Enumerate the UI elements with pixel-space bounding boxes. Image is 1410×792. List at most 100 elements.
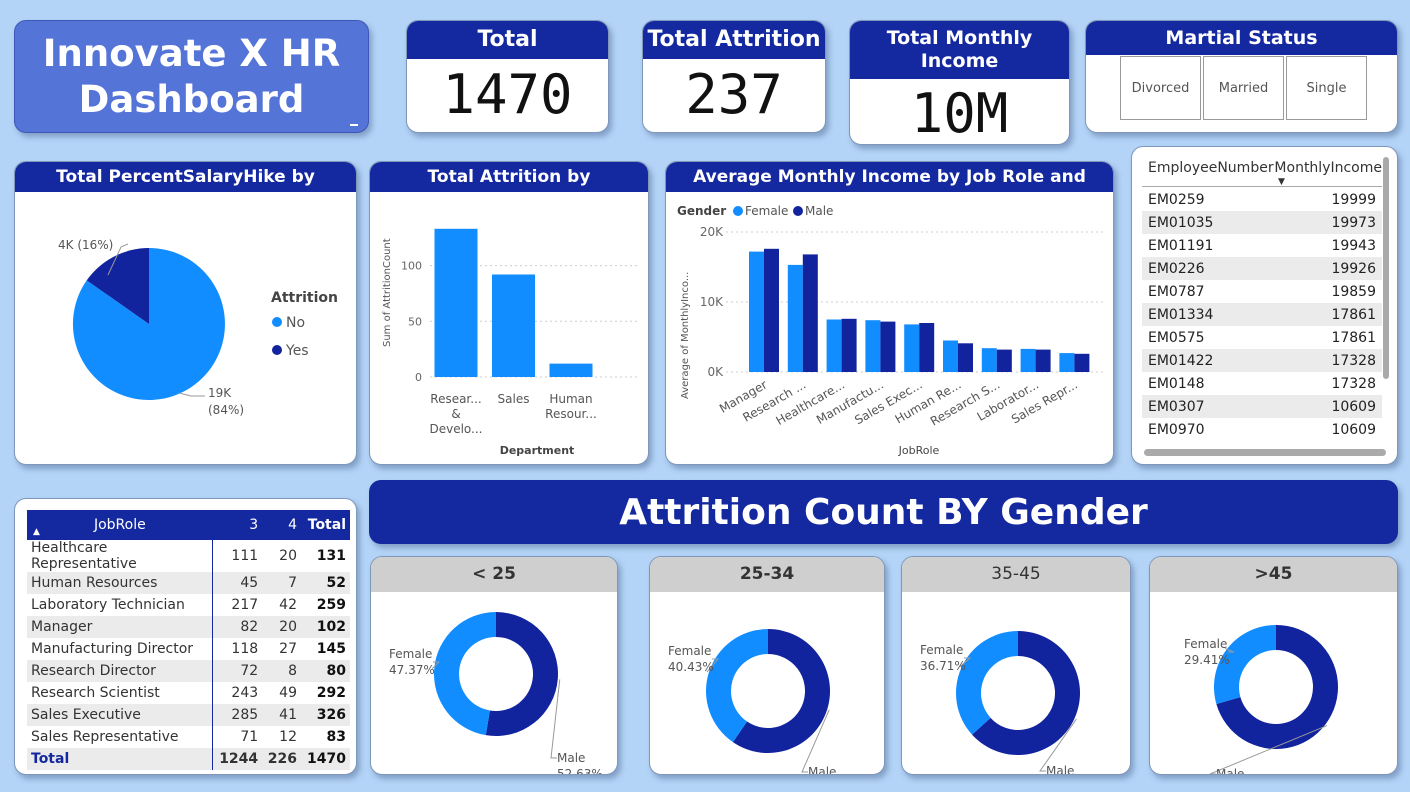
employee-number-header[interactable]: EmployeeNumber bbox=[1148, 160, 1274, 176]
table-row[interactable]: EM0259 19999 bbox=[1142, 188, 1382, 211]
employee-income-table-card: EmployeeNumber ▼ MonthlyIncome EM0259 199… bbox=[1131, 146, 1398, 465]
dept-bar[interactable] bbox=[434, 228, 478, 377]
table-row[interactable]: Manufacturing Director 118 27 145 bbox=[27, 638, 350, 660]
table-row[interactable]: Healthcare Representative 111 20 131 bbox=[27, 540, 350, 572]
income-bar-male[interactable] bbox=[880, 321, 896, 372]
table-row[interactable]: EM01035 19973 bbox=[1142, 211, 1382, 234]
income-bar-female[interactable] bbox=[865, 320, 881, 372]
donut-slice-female[interactable] bbox=[706, 629, 768, 743]
donut-slice-female[interactable] bbox=[956, 631, 1018, 735]
monthly-income-header[interactable]: MonthlyIncome bbox=[1274, 160, 1382, 176]
income-bar-male[interactable] bbox=[958, 343, 973, 372]
table-row[interactable]: Laboratory Technician 217 42 259 bbox=[27, 594, 350, 616]
count-cell: 118 bbox=[231, 641, 259, 657]
income-bar-male[interactable] bbox=[764, 248, 779, 372]
horizontal-scrollbar[interactable] bbox=[1144, 449, 1386, 456]
income-bar-female[interactable] bbox=[904, 324, 920, 372]
income-bar-female[interactable] bbox=[787, 264, 803, 372]
table-row[interactable]: Manager 82 20 102 bbox=[27, 616, 350, 638]
table-row[interactable]: EM0226 19926 bbox=[1142, 257, 1382, 280]
income-legend-male[interactable]: Male bbox=[805, 204, 833, 218]
monthly-income-cell: 19926 bbox=[1280, 257, 1382, 280]
dashboard-title-line1: Innovate X HR bbox=[42, 32, 341, 75]
donut-slice-female[interactable] bbox=[434, 612, 496, 736]
income-bar-male[interactable] bbox=[1074, 353, 1090, 372]
table-row[interactable]: EM01191 19943 bbox=[1142, 234, 1382, 257]
slicer-option-divorced[interactable]: Divorced bbox=[1120, 56, 1201, 120]
income-bar-male[interactable] bbox=[996, 349, 1012, 372]
table-row[interactable]: EM0575 17861 bbox=[1142, 326, 1382, 349]
income-bar-male[interactable] bbox=[1035, 349, 1051, 372]
dept-attrition-chart: Sum of AttritionCount Department 0 50 100 R… bbox=[382, 228, 640, 457]
donut-slice-male[interactable] bbox=[1216, 625, 1338, 749]
employee-number-cell: EM0307 bbox=[1142, 395, 1281, 418]
sort-asc-icon[interactable]: ▲ bbox=[33, 527, 40, 537]
table-row[interactable]: EM0148 17328 bbox=[1142, 372, 1382, 395]
kpi-total-attrition: Total Attrition 237 bbox=[642, 20, 826, 133]
donut-slice-male[interactable] bbox=[732, 629, 830, 753]
donut-leader-male bbox=[550, 679, 561, 759]
table-row[interactable]: EM0307 10609 bbox=[1142, 395, 1382, 418]
monthly-income-cell: 17328 bbox=[1331, 375, 1376, 392]
pie-slice-yes[interactable] bbox=[86, 247, 149, 324]
table-row[interactable]: EM0787 19859 bbox=[1142, 280, 1382, 303]
dashboard-title-line2: Dashboard bbox=[78, 78, 305, 121]
salary-hike-pie-title: Total PercentSalaryHike by Attrition bbox=[15, 162, 356, 217]
count-cell: 8 bbox=[262, 660, 301, 682]
sort-desc-icon[interactable]: ▼ bbox=[1278, 177, 1285, 187]
count-cell: 226 bbox=[262, 748, 301, 770]
table-row[interactable]: EM0970 10609 bbox=[1142, 418, 1382, 441]
income-bar-female[interactable] bbox=[981, 348, 997, 372]
level-4-header[interactable]: 4 bbox=[262, 510, 301, 540]
table-row[interactable]: EM01422 17328 bbox=[1142, 349, 1382, 372]
donut-label-female: Female bbox=[668, 644, 711, 658]
employee-table-header: EmployeeNumber ▼ MonthlyIncome bbox=[1142, 157, 1382, 187]
income-bar-male[interactable] bbox=[841, 318, 857, 372]
jobrole-header[interactable]: JobRole bbox=[27, 510, 213, 540]
table-row[interactable]: Sales Representative 71 12 83 bbox=[27, 726, 350, 748]
monthly-income-cell: 19973 bbox=[1280, 211, 1382, 234]
table-row[interactable]: EM01334 17861 bbox=[1142, 303, 1382, 326]
job-role-matrix: JobRole 3 4 Total Healthcare Representative 1… bbox=[27, 510, 350, 770]
income-bar-male[interactable] bbox=[919, 323, 935, 372]
donut-value-male: 52.63% bbox=[557, 767, 603, 774]
pie-slice-no[interactable] bbox=[72, 248, 225, 400]
monthly-income-cell: 19943 bbox=[1331, 237, 1376, 254]
dept-x-tick: & bbox=[451, 407, 460, 421]
income-legend-female[interactable]: Female bbox=[745, 204, 788, 218]
table-row[interactable]: Sales Executive 285 41 326 bbox=[27, 704, 350, 726]
income-bar-female[interactable] bbox=[1020, 348, 1036, 372]
income-y-tick: 0K bbox=[707, 365, 724, 379]
employee-number-cell: EM0970 bbox=[1148, 421, 1205, 438]
total-header[interactable]: Total bbox=[300, 510, 350, 540]
donut-slice-male[interactable] bbox=[485, 612, 559, 736]
donut-label-male: Male bbox=[1216, 767, 1244, 774]
total-row[interactable]: Total 1244 226 1470 bbox=[27, 748, 350, 770]
donut-slice-male[interactable] bbox=[972, 631, 1080, 755]
income-by-role-card: Average Monthly Income by Job Role and G… bbox=[665, 161, 1114, 465]
table-row[interactable]: Research Scientist 243 49 292 bbox=[27, 682, 350, 704]
salary-hike-pie-card: Total PercentSalaryHike by Attrition 4K … bbox=[14, 161, 357, 465]
income-bar-male[interactable] bbox=[802, 254, 818, 372]
slicer-option-married[interactable]: Married bbox=[1203, 56, 1284, 120]
table-row[interactable]: Research Director 72 8 80 bbox=[27, 660, 350, 682]
count-cell: 20 bbox=[279, 548, 297, 564]
income-bar-female[interactable] bbox=[749, 251, 764, 372]
level-3-header[interactable]: 3 bbox=[212, 510, 263, 540]
pie-legend-yes[interactable]: Yes bbox=[285, 343, 309, 359]
vertical-scrollbar[interactable] bbox=[1383, 157, 1389, 379]
total-cell: 326 bbox=[300, 704, 350, 726]
income-bar-female[interactable] bbox=[1059, 353, 1075, 372]
dept-bar[interactable] bbox=[549, 363, 593, 377]
employee-number-cell: EM0787 bbox=[1148, 283, 1205, 300]
count-cell: 111 bbox=[231, 548, 259, 564]
slicer-option-single[interactable]: Single bbox=[1286, 56, 1367, 120]
income-bar-female[interactable] bbox=[826, 319, 842, 373]
donut-slice-female[interactable] bbox=[1214, 625, 1276, 704]
table-row[interactable]: Human Resources 45 7 52 bbox=[27, 572, 350, 594]
income-bar-female[interactable] bbox=[943, 340, 958, 373]
pie-legend-no[interactable]: No bbox=[286, 315, 305, 331]
kpi-total-monthly-income-label: Total Monthly Income bbox=[850, 21, 1069, 79]
dept-bar[interactable] bbox=[492, 274, 535, 377]
